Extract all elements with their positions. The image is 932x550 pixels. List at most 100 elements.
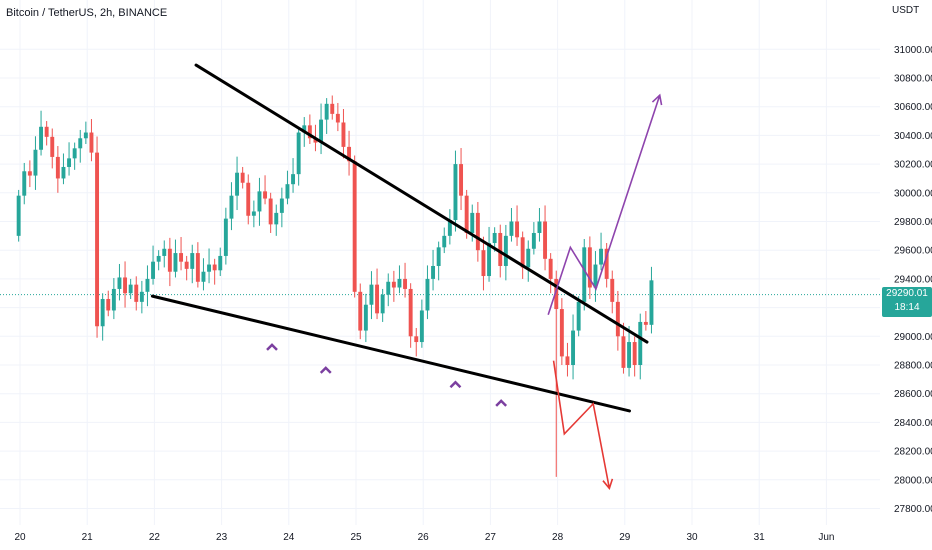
price-tick-label: 28200.00 [894,447,932,458]
candle-body [313,138,318,143]
candle-body [358,291,363,331]
candle-body [117,277,122,289]
time-tick-label: 25 [350,532,362,543]
candle-body [436,247,441,266]
candle-body [531,232,536,249]
price-tick-label: 28800.00 [894,361,932,372]
candle-body [33,149,38,176]
time-tick-label: 26 [418,532,430,543]
candle-body [492,232,497,244]
candle-body [414,336,419,343]
candle-body [134,284,139,302]
time-axis[interactable]: 20 21 22 23 24 25 26 27 28 29 30 31 Jun [14,532,834,543]
candle-body [212,264,217,271]
candle-body [324,103,329,120]
candle-series [16,95,654,477]
price-tick-label: 31000.00 [894,45,932,56]
candle-body [565,356,570,365]
candle-body [251,211,256,216]
time-tick-label: 21 [82,532,94,543]
bullish-projection [547,94,661,316]
candle-body [61,166,66,179]
candle-body [363,304,368,331]
candle-body [576,301,581,331]
candle-body [218,255,223,271]
candle-body [582,247,587,302]
candle-body [526,248,531,268]
candle-body [347,146,352,162]
pivot-marker [266,343,278,351]
candle-body [145,278,150,292]
candle-body [22,171,27,196]
bearish-projection [552,360,611,489]
candle-body [72,148,77,159]
candle-body [123,277,128,294]
pivot-marker [319,366,332,374]
candle-body [190,253,195,269]
candle-body [537,221,542,233]
price-tick-label: 28400.00 [894,418,932,429]
candle-body [162,248,167,256]
candle-body [554,278,559,310]
time-tick-label: 27 [485,532,497,543]
candle-body [649,280,654,325]
candle-body [27,171,32,176]
candle-body [515,221,520,238]
candle-body [229,195,234,219]
candle-body [111,288,116,311]
candle-body [78,138,83,149]
candle-body [279,198,284,213]
bullish-projection-arrowhead [651,93,663,106]
candle-body [397,278,402,288]
time-tick-label: 22 [149,532,161,543]
candle-body [207,264,212,272]
candle-body [179,253,184,262]
candle-body [509,221,514,236]
candle-body [470,212,475,233]
candle-body [498,232,503,266]
candle-body [610,278,615,302]
candle-body [307,125,312,139]
time-tick-label: Jun [818,532,834,543]
candle-body [487,243,492,277]
candle-body [151,261,156,279]
candle-body [100,298,105,327]
trendline-layer[interactable] [150,63,649,413]
bearish-projection-arrowhead [602,478,614,491]
candle-body [223,218,228,256]
projection-layer[interactable] [547,93,663,491]
candle-body [643,321,648,325]
candle-body [481,250,486,277]
time-tick-label: 24 [283,532,295,543]
price-tick-label: 27800.00 [894,504,932,515]
candle-body [587,247,592,288]
candle-body [503,235,508,266]
chart-title: Bitcoin / TetherUS, 2h, BINANCE [6,7,168,19]
price-tick-label: 30000.00 [894,188,932,199]
candle-body [419,310,424,343]
candle-body [139,291,144,302]
candle-body [268,198,273,225]
last-price-value: 29290.01 [886,288,928,299]
price-tick-label: 30800.00 [894,74,932,85]
candle-body [106,298,111,311]
candle-body [475,212,480,251]
candle-body [274,212,279,225]
candle-body [464,195,469,233]
candle-body [16,195,21,236]
candle-body [44,126,49,137]
candle-body [95,152,100,327]
price-tick-label: 30600.00 [894,102,932,113]
candle-body [302,125,307,133]
candle-body [548,258,553,279]
price-tick-label: 29800.00 [894,217,932,228]
price-axis[interactable]: 27800.00 28000.00 28200.00 28400.00 28600.00… [894,45,932,515]
time-tick-label: 31 [754,532,766,543]
pivot-marker [449,380,462,389]
price-tick-label: 29600.00 [894,246,932,257]
candle-body [559,309,564,357]
candle-body [431,265,436,279]
candle-body [335,113,340,123]
candle-body [285,184,290,199]
